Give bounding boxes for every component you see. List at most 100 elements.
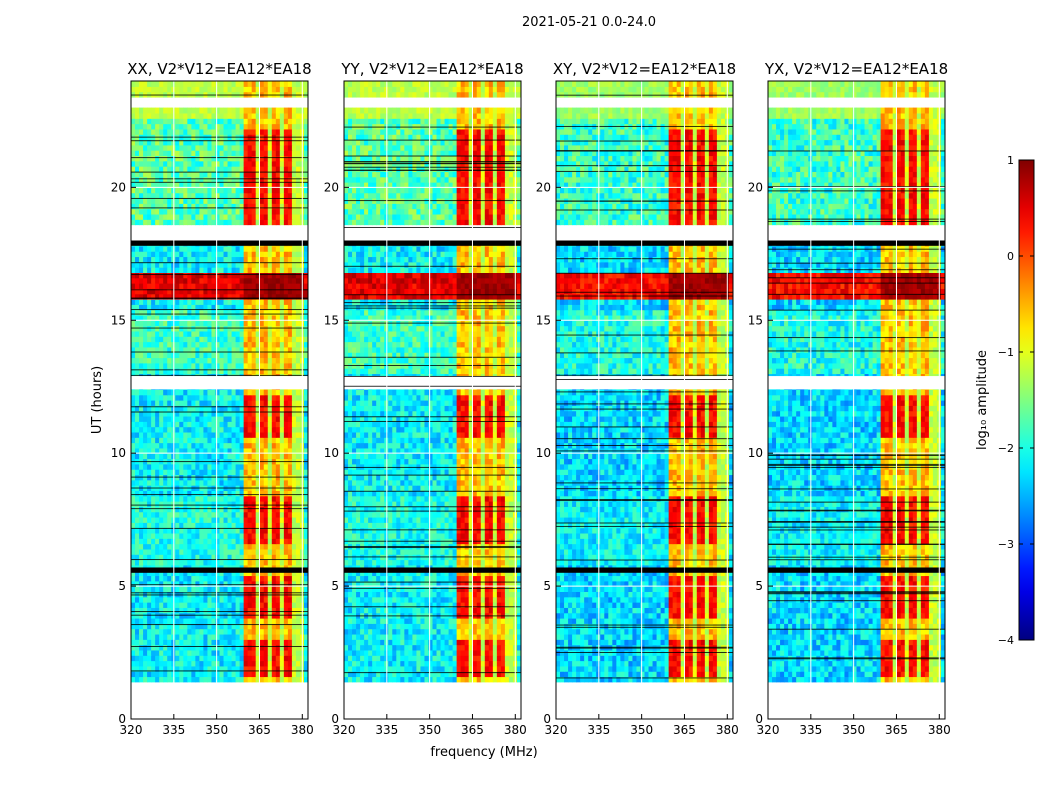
heatmap-cell <box>251 527 257 534</box>
heatmap-cell <box>159 144 164 151</box>
heatmap-cell <box>303 86 308 93</box>
heatmap-cell <box>275 208 281 215</box>
heatmap-cell <box>259 144 265 151</box>
heatmap-cell <box>267 245 273 252</box>
heatmap-cell <box>291 314 297 321</box>
heatmap-cell <box>215 219 221 226</box>
heatmap-cell <box>215 655 221 662</box>
heatmap-cell <box>151 623 156 630</box>
heatmap-cell <box>287 320 293 327</box>
heatmap-cell <box>396 660 401 667</box>
heatmap-cell <box>291 671 297 678</box>
heatmap-cell <box>263 559 269 566</box>
heatmap-cell <box>259 580 265 587</box>
heatmap-cell <box>283 277 289 284</box>
heatmap-cell <box>191 197 196 204</box>
heatmap-cell <box>255 442 261 449</box>
heatmap-cell <box>143 532 148 539</box>
heatmap-cell <box>267 644 273 651</box>
heatmap-cell <box>243 155 249 162</box>
heatmap-cell <box>179 442 184 449</box>
heatmap-cell <box>259 107 265 114</box>
heatmap-cell <box>143 160 148 167</box>
heatmap-cell <box>255 437 261 444</box>
heatmap-cell <box>227 150 233 157</box>
heatmap-cell <box>267 155 273 162</box>
heatmap-cell <box>271 150 277 157</box>
heatmap-cell <box>283 655 289 662</box>
heatmap-cell <box>360 676 365 683</box>
heatmap-cell <box>203 415 209 422</box>
heatmap-cell <box>151 506 156 513</box>
heatmap-cell <box>191 447 196 454</box>
heatmap-cell <box>139 81 144 87</box>
heatmap-cell <box>139 405 144 412</box>
heatmap-cell <box>175 160 180 167</box>
heatmap-cell <box>231 447 237 454</box>
heatmap-cell <box>195 314 200 321</box>
heatmap-cell <box>275 304 281 311</box>
heatmap-cell <box>263 580 269 587</box>
heatmap-cell <box>131 192 136 199</box>
heatmap-cell <box>163 570 168 577</box>
heatmap-cell <box>267 400 273 406</box>
heatmap-cell <box>263 570 269 577</box>
heatmap-cell <box>251 107 257 114</box>
heatmap-cell <box>179 341 184 348</box>
heatmap-cell <box>215 166 221 172</box>
heatmap-cell <box>151 219 156 226</box>
heatmap-cell <box>155 447 160 454</box>
heatmap-cell <box>251 655 257 662</box>
heatmap-cell <box>223 527 229 534</box>
heatmap-cell <box>255 463 261 470</box>
heatmap-cell <box>428 665 434 672</box>
heatmap-cell <box>191 607 196 614</box>
heatmap-cell <box>259 442 265 449</box>
heatmap-cell <box>283 219 289 226</box>
heatmap-cell <box>219 660 225 667</box>
heatmap-cell <box>235 277 241 284</box>
heatmap-cell <box>235 463 241 470</box>
heatmap-cell <box>159 245 164 252</box>
heatmap-cell <box>163 671 168 678</box>
heatmap-cell <box>131 208 136 215</box>
heatmap-cell <box>231 208 237 215</box>
heatmap-cell <box>287 516 293 523</box>
heatmap-cell <box>211 155 217 162</box>
heatmap-cell <box>199 431 205 438</box>
heatmap-cell <box>263 538 269 545</box>
heatmap-cell <box>227 208 233 215</box>
heatmap-cell <box>295 501 301 507</box>
heatmap-cell <box>231 495 237 502</box>
heatmap-cell <box>159 219 164 226</box>
heatmap-cell <box>444 676 450 683</box>
heatmap-cell <box>235 283 241 289</box>
heatmap-cell <box>151 251 156 258</box>
heatmap-cell <box>211 245 217 252</box>
heatmap-cell <box>199 628 205 635</box>
heatmap-cell <box>211 447 217 454</box>
heatmap-cell <box>303 586 308 592</box>
heatmap-cell <box>219 118 225 125</box>
heatmap-cell <box>247 602 253 608</box>
heatmap-cell <box>287 538 293 545</box>
heatmap-cell <box>247 548 253 555</box>
heatmap-cell <box>227 272 233 279</box>
heatmap-cell <box>215 405 221 412</box>
heatmap-cell <box>187 394 192 401</box>
heatmap-cell <box>247 251 253 258</box>
heatmap-cell <box>295 410 301 417</box>
heatmap-cell <box>476 676 482 683</box>
heatmap-cell <box>263 607 269 614</box>
heatmap-cell <box>263 405 269 412</box>
heatmap-cell <box>255 410 261 417</box>
heatmap-cell <box>376 660 381 667</box>
heatmap-cell <box>151 277 156 284</box>
heatmap-cell <box>247 453 253 460</box>
heatmap-cell <box>271 245 277 252</box>
heatmap-cell <box>131 479 136 486</box>
heatmap-cell <box>263 655 269 662</box>
heatmap-cell <box>163 431 168 438</box>
heatmap-cell <box>159 357 164 364</box>
heatmap-cell <box>279 330 285 337</box>
